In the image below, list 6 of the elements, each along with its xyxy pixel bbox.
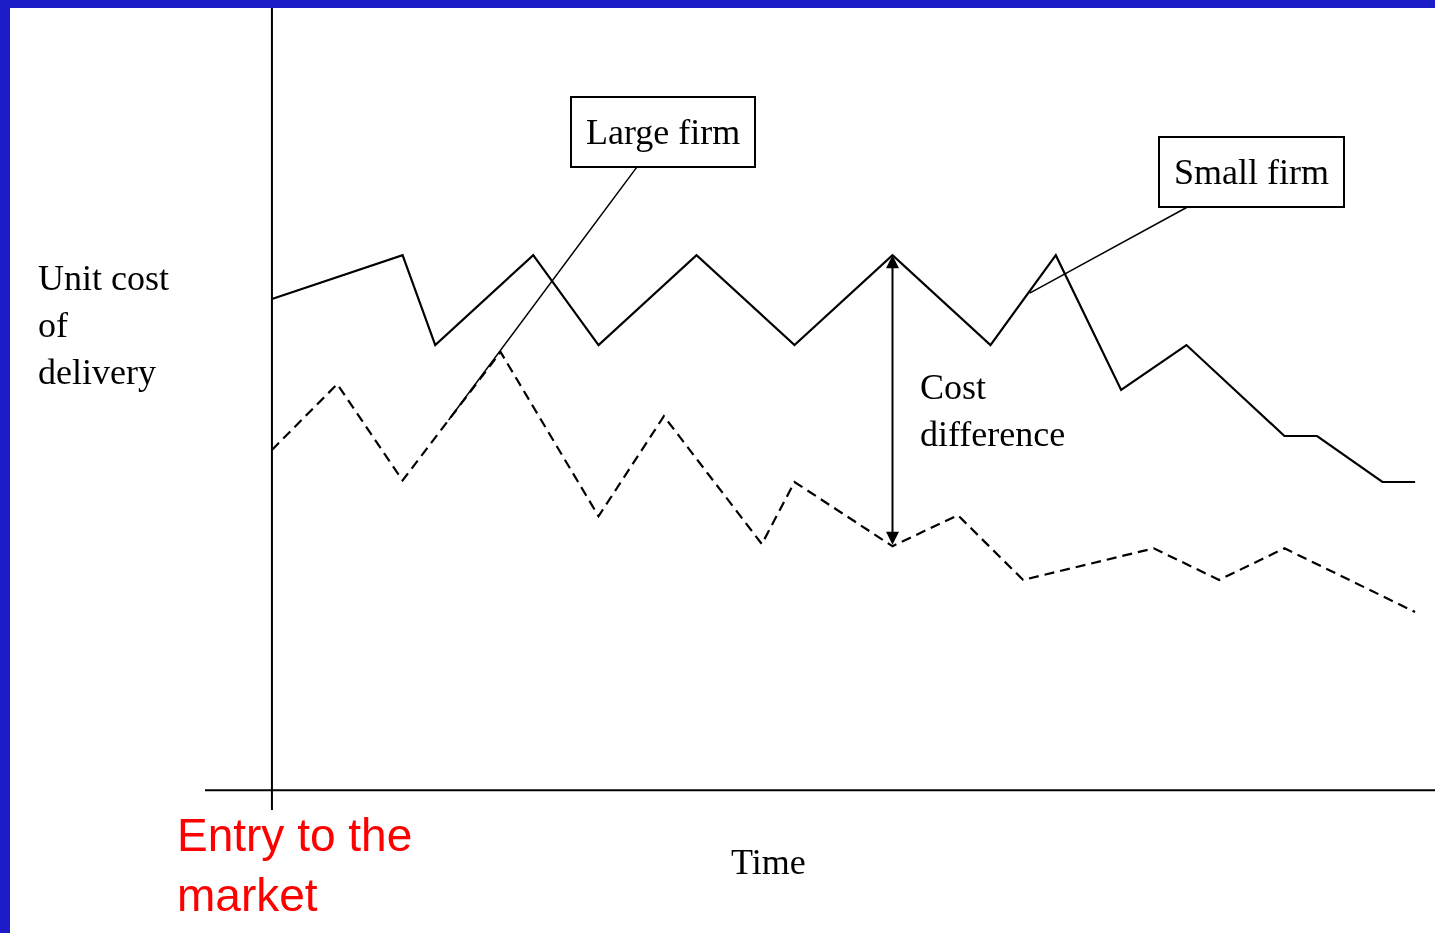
annotation: Cost difference: [920, 367, 1066, 454]
y-axis-title: Unit cost of delivery: [38, 258, 169, 392]
text: Large firm: [586, 112, 741, 152]
x-axis-title: Time: [731, 842, 806, 882]
text: Entry to the market: [177, 809, 413, 921]
text: Small firm: [1174, 152, 1329, 192]
